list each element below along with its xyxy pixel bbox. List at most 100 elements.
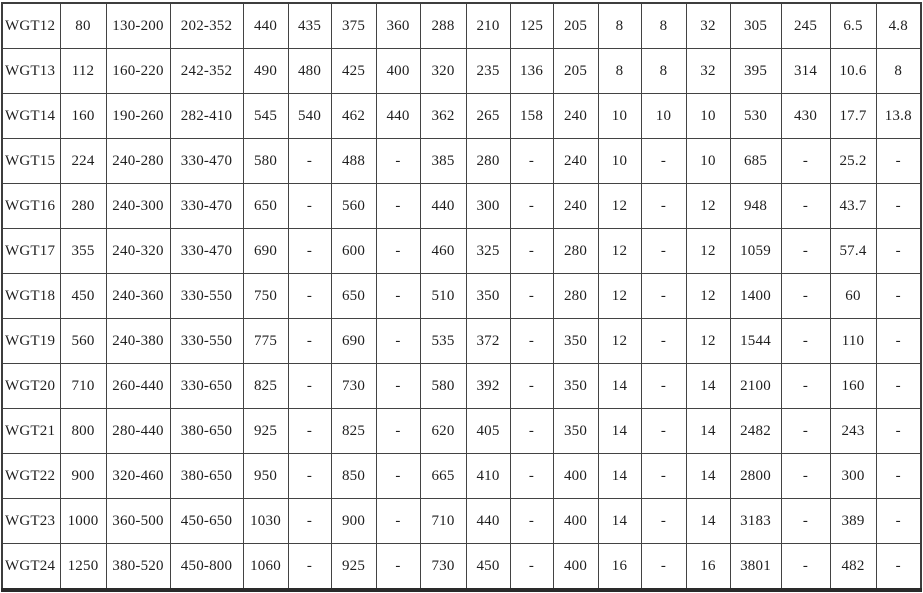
table-cell: 210: [465, 2, 511, 49]
table-cell: 3801: [729, 543, 782, 591]
table-cell: -: [287, 228, 332, 274]
table-cell: -: [875, 453, 922, 499]
table-row: WGT19 560 240-380 330-550 775-690-535 372-350…: [1, 318, 922, 364]
table-cell: 385: [419, 138, 467, 184]
table-cell: -: [287, 183, 332, 229]
table-cell: 12: [685, 228, 731, 274]
table-cell: 825: [330, 408, 377, 454]
table-cell: 1060: [242, 543, 289, 591]
table-cell: -: [287, 318, 332, 364]
table-cell: 14: [597, 498, 642, 544]
table-cell: 650: [330, 273, 377, 319]
table-cell: 850: [330, 453, 377, 499]
table-cell: 389: [829, 498, 877, 544]
table-cell: -: [287, 453, 332, 499]
table-cell: 330-470: [169, 183, 244, 229]
table-cell: -: [375, 318, 421, 364]
table-row: WGT15 224 240-280 330-470 580-488-385 280-240…: [1, 138, 922, 184]
table-cell: 510: [419, 273, 467, 319]
table-cell: 775: [242, 318, 289, 364]
table-cell: 12: [597, 273, 642, 319]
table-cell: 400: [552, 453, 599, 499]
table-cell: 158: [509, 93, 554, 139]
table-cell: -: [640, 318, 687, 364]
table-cell: -: [780, 453, 831, 499]
table-cell: 240-320: [105, 228, 171, 274]
table-cell: -: [640, 183, 687, 229]
table-cell: -: [287, 543, 332, 591]
table-cell: 400: [375, 48, 421, 94]
table-cell: 665: [419, 453, 467, 499]
table-cell: 750: [242, 273, 289, 319]
table-cell: 710: [419, 498, 467, 544]
table-cell: 14: [685, 408, 731, 454]
table-row: WGT14 160 190-260 282-410 545 540 462 440 362 265…: [1, 93, 922, 139]
table-cell: 480: [287, 48, 332, 94]
table-cell: 380-650: [169, 453, 244, 499]
table-cell: 12: [597, 228, 642, 274]
table-cell: 580: [419, 363, 467, 409]
table-cell: 650: [242, 183, 289, 229]
table-cell: 300: [829, 453, 877, 499]
table-cell: 6.5: [829, 2, 877, 49]
table-cell: 440: [375, 93, 421, 139]
table-cell: 430: [780, 93, 831, 139]
table-cell: 12: [597, 318, 642, 364]
row-label: WGT18: [1, 273, 61, 319]
table-cell: -: [875, 498, 922, 544]
table-cell: 314: [780, 48, 831, 94]
table-cell: -: [509, 183, 554, 229]
table-cell: 380-520: [105, 543, 171, 591]
row-label: WGT23: [1, 498, 61, 544]
table-cell: 425: [330, 48, 377, 94]
table-cell: 530: [729, 93, 782, 139]
table-cell: -: [375, 138, 421, 184]
table-cell: 14: [685, 498, 731, 544]
table-cell: -: [640, 273, 687, 319]
table-cell: 240: [552, 93, 599, 139]
table-cell: -: [509, 453, 554, 499]
table-cell: 282-410: [169, 93, 244, 139]
table-cell: -: [780, 498, 831, 544]
table-cell: 110: [829, 318, 877, 364]
table-cell: -: [509, 498, 554, 544]
table-cell: 1059: [729, 228, 782, 274]
table-cell: 12: [685, 273, 731, 319]
table-cell: -: [875, 183, 922, 229]
table-cell: 240-300: [105, 183, 171, 229]
table-cell: 4.8: [875, 2, 922, 49]
table-cell: 288: [419, 2, 467, 49]
table-cell: 948: [729, 183, 782, 229]
table-cell: -: [780, 183, 831, 229]
table-cell: 580: [242, 138, 289, 184]
table-cell: -: [875, 138, 922, 184]
table-cell: 12: [597, 183, 642, 229]
table-cell: -: [640, 228, 687, 274]
table-cell: -: [640, 498, 687, 544]
table-cell: 240-360: [105, 273, 171, 319]
table-cell: -: [375, 273, 421, 319]
table-cell: 14: [685, 363, 731, 409]
table-cell: 330-650: [169, 363, 244, 409]
table-cell: -: [287, 363, 332, 409]
table-cell: 2800: [729, 453, 782, 499]
table-cell: 600: [330, 228, 377, 274]
table-cell: 8: [597, 48, 642, 94]
table-cell: 375: [330, 2, 377, 49]
table-cell: 8: [875, 48, 922, 94]
table-cell: 240: [552, 183, 599, 229]
table-cell: 10: [597, 93, 642, 139]
table-cell: 25.2: [829, 138, 877, 184]
table-cell: -: [875, 273, 922, 319]
table-cell: 450-650: [169, 498, 244, 544]
table-cell: 14: [685, 453, 731, 499]
table-cell: 280: [552, 228, 599, 274]
table-cell: 260-440: [105, 363, 171, 409]
table-cell: 17.7: [829, 93, 877, 139]
table-cell: 240-280: [105, 138, 171, 184]
table-row: WGT13 112 160-220 242-352 490 480 425 400 320 235…: [1, 48, 922, 94]
table-cell: -: [509, 228, 554, 274]
table-cell: 160: [59, 93, 107, 139]
table-cell: 1544: [729, 318, 782, 364]
table-cell: 560: [330, 183, 377, 229]
